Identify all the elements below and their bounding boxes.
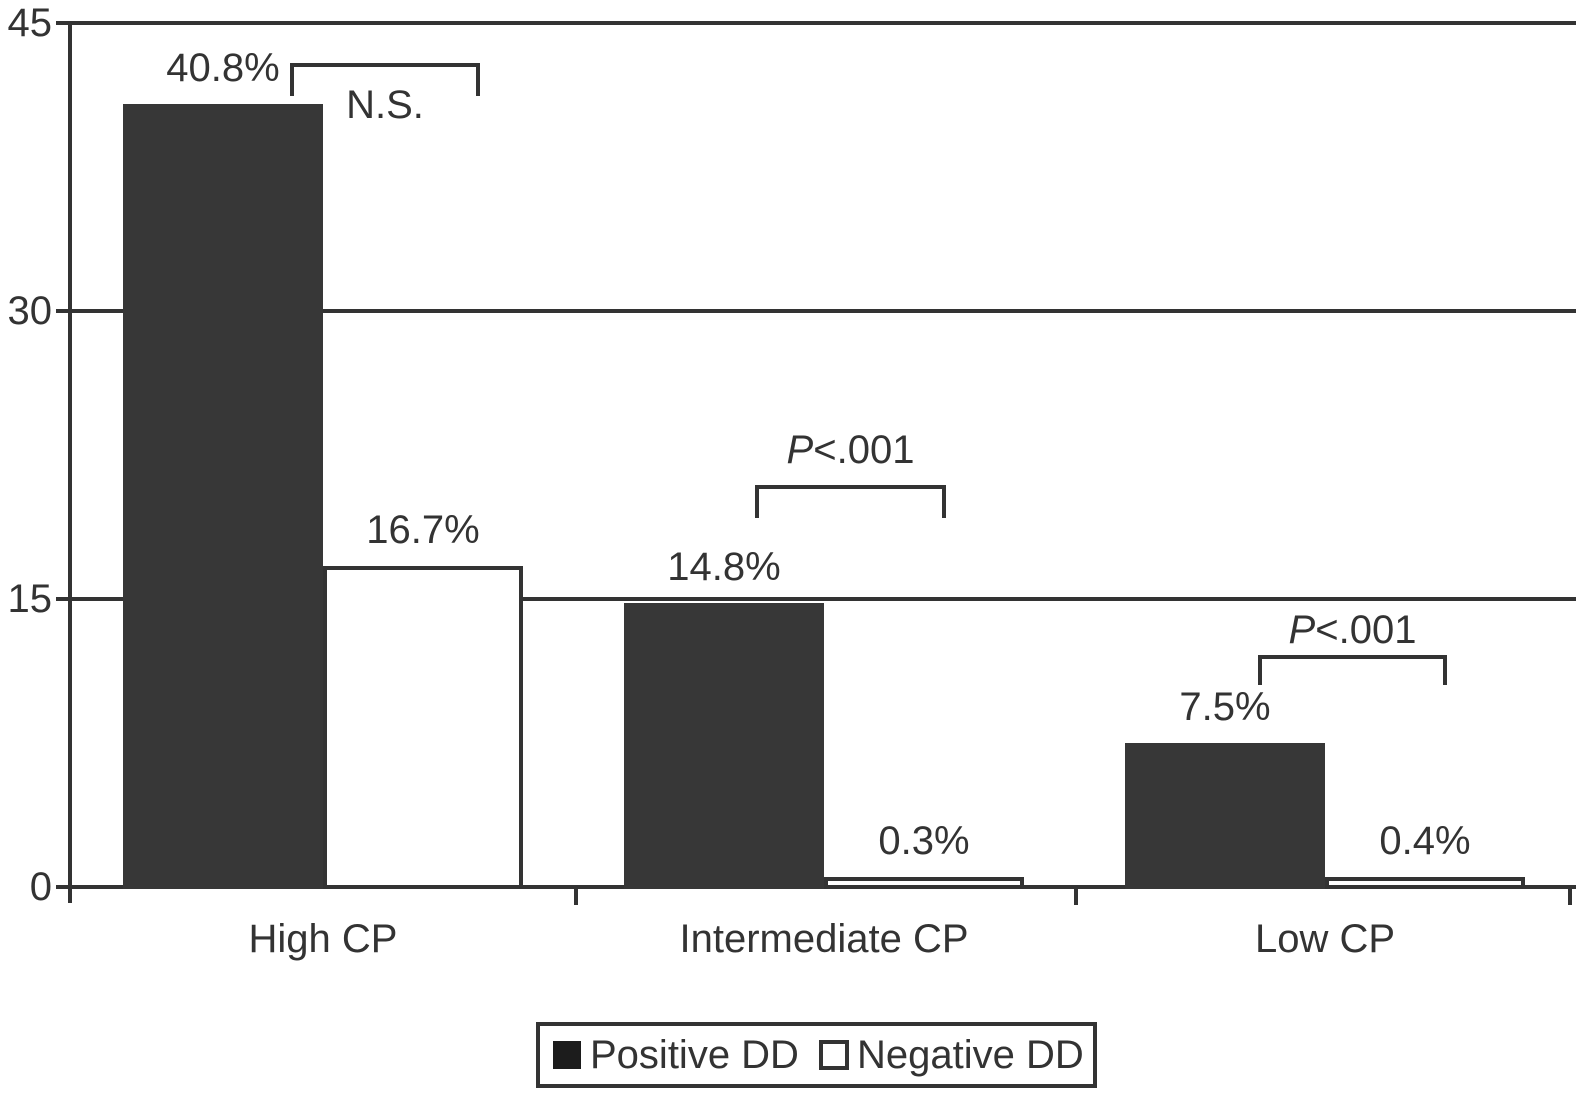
legend: Positive DD Negative DD [536, 1022, 1097, 1088]
bar-negative-dd-low-cp [1325, 877, 1525, 889]
bar-negative-dd-high-cp [323, 566, 523, 889]
x-axis-tick-1 [1074, 887, 1078, 905]
value-label-negative-dd-high-cp: 16.7% [366, 508, 480, 553]
significance-label-high-cp: N.S. [346, 83, 424, 127]
legend-label-positive-dd: Positive DD [590, 1033, 799, 1077]
significance-label-low-cp: P<.001 [1288, 608, 1417, 652]
gridline-45 [72, 21, 1576, 25]
category-label-high-cp: High CP [248, 917, 398, 961]
significance-label-intermediate-cp: P<.001 [786, 428, 915, 472]
value-label-positive-dd-low-cp: 7.5% [1179, 685, 1271, 729]
significance-bracket-intermediate-cp [755, 485, 946, 518]
value-label-positive-dd-intermediate-cp: 14.8% [667, 544, 781, 589]
category-label-intermediate-cp: Intermediate CP [679, 917, 969, 961]
bar-negative-dd-intermediate-cp [824, 877, 1024, 889]
y-tick-label-30: 30 [7, 289, 53, 333]
y-tick-label-15: 15 [7, 577, 53, 621]
bar-positive-dd-high-cp [123, 103, 323, 889]
y-axis-tick-30 [56, 309, 72, 313]
y-axis-tick-15 [56, 597, 72, 601]
positive-dd-swatch-icon [553, 1041, 581, 1069]
bar-positive-dd-intermediate-cp [624, 602, 824, 889]
category-label-low-cp: Low CP [1254, 917, 1396, 961]
x-axis-tick-2 [1568, 887, 1572, 905]
y-tick-label-45: 45 [7, 1, 53, 45]
bar-positive-dd-low-cp [1125, 743, 1325, 889]
y-axis-tick-45 [56, 21, 72, 25]
significance-bracket-high-cp [290, 63, 480, 96]
significance-bracket-low-cp [1258, 655, 1447, 685]
y-axis-line [68, 21, 72, 903]
value-label-positive-dd-high-cp: 40.8% [166, 45, 280, 90]
gridline-15 [72, 597, 1576, 601]
value-label-negative-dd-low-cp: 0.4% [1379, 819, 1471, 863]
y-axis-tick-0 [56, 885, 72, 889]
negative-dd-swatch-icon [818, 1040, 849, 1070]
value-label-negative-dd-intermediate-cp: 0.3% [878, 819, 970, 863]
legend-label-negative-dd: Negative DD [856, 1033, 1084, 1077]
gridline-30 [72, 309, 1576, 313]
y-tick-label-0: 0 [29, 865, 52, 909]
x-axis-tick-0 [574, 887, 578, 905]
